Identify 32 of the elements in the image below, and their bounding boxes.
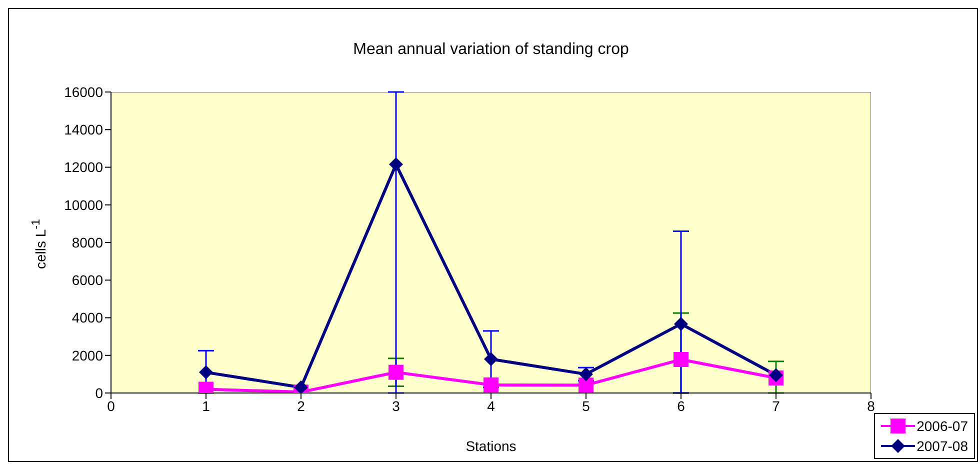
legend-label: 2007-08 xyxy=(916,438,968,454)
x-tick-label: 6 xyxy=(677,398,686,414)
point xyxy=(294,380,308,393)
x-tick-label: 8 xyxy=(867,398,876,414)
y-tick-label: 10000 xyxy=(64,196,104,213)
y-tick-label: 14000 xyxy=(64,122,104,138)
legend-label: 2006-07 xyxy=(916,418,968,434)
y-tick-label: 6000 xyxy=(72,272,104,288)
chart-title: Mean annual variation of standing crop xyxy=(352,41,630,59)
point xyxy=(388,364,404,380)
point xyxy=(769,368,783,382)
point xyxy=(199,365,213,380)
x-tick-label: 3 xyxy=(392,398,400,414)
x-tick-label: 5 xyxy=(582,398,590,414)
point xyxy=(578,378,594,393)
y-tick-label: 4000 xyxy=(72,310,104,326)
point xyxy=(674,316,688,331)
point xyxy=(484,352,498,366)
y-tick-label: 8000 xyxy=(72,234,104,250)
point xyxy=(674,352,688,368)
point xyxy=(484,377,498,392)
x-tick-label: 1 xyxy=(202,398,210,414)
point xyxy=(389,157,403,172)
x-tick-label: 2 xyxy=(297,398,306,414)
x-tick-label: 7 xyxy=(772,398,780,414)
y-tick-label: 16000 xyxy=(64,84,104,100)
y-tick-label: 2000 xyxy=(72,347,104,364)
y-tick-label: 12000 xyxy=(64,159,104,176)
y-tick-label: 0 xyxy=(95,384,104,401)
x-axis-title: Stations xyxy=(466,438,516,454)
x-tick-label: 0 xyxy=(107,398,116,414)
x-tick-label: 4 xyxy=(487,398,496,414)
